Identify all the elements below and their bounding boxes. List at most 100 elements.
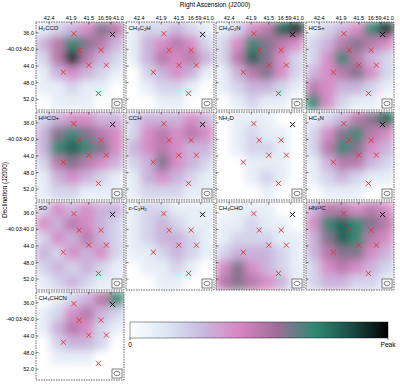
map-cell (230, 156, 246, 172)
y-tick-label: 48.0 (23, 80, 34, 86)
panel-bg (306, 112, 394, 200)
source-marker (284, 243, 289, 248)
map-cell (320, 170, 336, 186)
map-cell (379, 275, 394, 290)
x-tick (290, 112, 291, 115)
map-cell (140, 275, 156, 290)
map-cell (140, 231, 156, 247)
source-marker (194, 63, 199, 68)
beam-box (292, 189, 302, 198)
map-cell (109, 126, 124, 142)
map-cell (155, 202, 171, 217)
source-marker (341, 31, 346, 36)
map-cell (199, 95, 214, 110)
emission-map (306, 112, 394, 200)
panel-bg (36, 202, 124, 290)
map-cell (170, 185, 186, 200)
panel-bg (306, 22, 394, 110)
map-cell (335, 202, 351, 217)
map-cell (184, 36, 200, 52)
source-marker (71, 211, 76, 216)
y-tick (126, 212, 129, 213)
map-cell (350, 112, 366, 127)
beam (384, 281, 390, 285)
source-marker (61, 250, 66, 255)
source-marker (86, 63, 91, 68)
panel-title: CH₃CHCN (39, 295, 67, 301)
source-marker (290, 32, 295, 37)
y-tick (36, 156, 39, 157)
source-marker (104, 153, 109, 158)
y-tick (126, 66, 129, 67)
map-cell (140, 95, 156, 110)
source-marker (110, 32, 115, 37)
map-cell (379, 36, 394, 52)
map-cell (155, 246, 171, 262)
map-cell (140, 51, 156, 67)
map-cell (155, 231, 171, 247)
y-tick-label: 52.0 (23, 276, 34, 282)
y-tick (216, 246, 219, 247)
map-cell (364, 260, 380, 276)
map-cell (109, 306, 124, 322)
map-cell (320, 246, 336, 262)
map-cell (230, 95, 246, 110)
map-cell (199, 80, 214, 96)
map-cell (260, 126, 276, 142)
map-cell (80, 260, 96, 276)
x-tick (251, 22, 252, 25)
map-cell (274, 185, 290, 200)
y-tick (126, 262, 129, 263)
map-cell (364, 112, 380, 127)
source-marker (276, 91, 281, 96)
source-marker (279, 228, 284, 233)
map-cell (199, 185, 214, 200)
map-cell (170, 216, 186, 232)
map-cell (216, 156, 231, 172)
x-tick (161, 202, 162, 205)
map-cell (50, 141, 66, 157)
source-marker (290, 212, 295, 217)
source-marker (366, 181, 371, 186)
map-cell (216, 80, 231, 96)
map-cell (109, 95, 124, 110)
map-cell (364, 22, 380, 37)
map-cell (80, 170, 96, 186)
map-cell (260, 202, 276, 217)
map-cell (109, 216, 124, 232)
plot-area (36, 292, 124, 380)
y-tick (36, 352, 39, 353)
x-tick-label: 16:59:41.0 (188, 15, 214, 21)
map-cell (289, 80, 304, 96)
plot-area (126, 22, 214, 110)
beam-box (112, 189, 122, 198)
map-cell (140, 141, 156, 157)
map-cell (350, 170, 366, 186)
source-marker (279, 138, 284, 143)
panel-frame (216, 22, 304, 110)
map-cell (274, 80, 290, 96)
map-cell (50, 170, 66, 186)
map-cell (364, 80, 380, 96)
map-cell (274, 246, 290, 262)
x-tick-label: 42.4 (224, 15, 235, 21)
x-tick (49, 202, 50, 205)
beam (114, 281, 120, 285)
y-tick (216, 279, 219, 280)
beam (114, 191, 120, 195)
map-cell (335, 95, 351, 110)
map-cell (126, 51, 141, 67)
map-cell (350, 275, 366, 290)
map-cell (320, 185, 336, 200)
map-cell (289, 95, 304, 110)
map-cell (126, 112, 141, 127)
map-cell (36, 321, 51, 337)
map-cell (230, 246, 246, 262)
map-cell (350, 185, 366, 200)
x-tick-label: 41.9 (66, 15, 77, 21)
emission-map (36, 22, 124, 110)
beam (204, 281, 210, 285)
map-cell (65, 275, 81, 290)
panel-frame (126, 202, 214, 290)
map-cell (379, 260, 394, 276)
